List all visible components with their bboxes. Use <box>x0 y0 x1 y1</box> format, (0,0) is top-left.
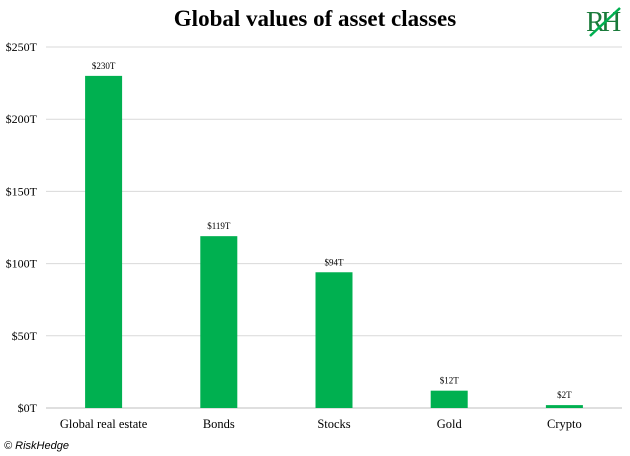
x-category-label: Crypto <box>547 417 582 431</box>
y-tick-label: $0T <box>18 401 38 415</box>
riskhedge-logo: R H <box>584 4 624 38</box>
bar <box>545 405 583 408</box>
x-category-label: Stocks <box>317 417 350 431</box>
bar <box>430 390 468 408</box>
x-category-label: Global real estate <box>60 417 148 431</box>
logo-slash <box>589 7 621 37</box>
bar-value-label: $119T <box>207 221 231 231</box>
bar <box>315 272 353 408</box>
chart-title: Global values of asset classes <box>173 6 457 31</box>
y-tick-label: $100T <box>6 257 38 271</box>
y-tick-label: $50T <box>12 329 38 343</box>
label-layer: $0T $50T $100T $150T $200T $250T $230T Global r… <box>6 40 582 431</box>
bar <box>200 236 238 408</box>
bar-layer <box>85 75 583 408</box>
y-tick-label: $250T <box>6 40 38 54</box>
copyright-text: © RiskHedge <box>4 440 69 452</box>
bar <box>85 75 123 408</box>
y-tick-label: $200T <box>6 112 38 126</box>
x-category-label: Bonds <box>203 417 235 431</box>
logo-letter-h: H <box>601 7 621 38</box>
logo-letter-r: R <box>586 7 605 38</box>
x-category-label: Gold <box>437 417 463 431</box>
bar-value-label: $12T <box>440 376 460 386</box>
bar-value-label: $94T <box>325 257 345 267</box>
bar-value-label: $2T <box>557 390 572 400</box>
bar-value-label: $230T <box>92 61 116 71</box>
y-tick-label: $150T <box>6 184 38 198</box>
